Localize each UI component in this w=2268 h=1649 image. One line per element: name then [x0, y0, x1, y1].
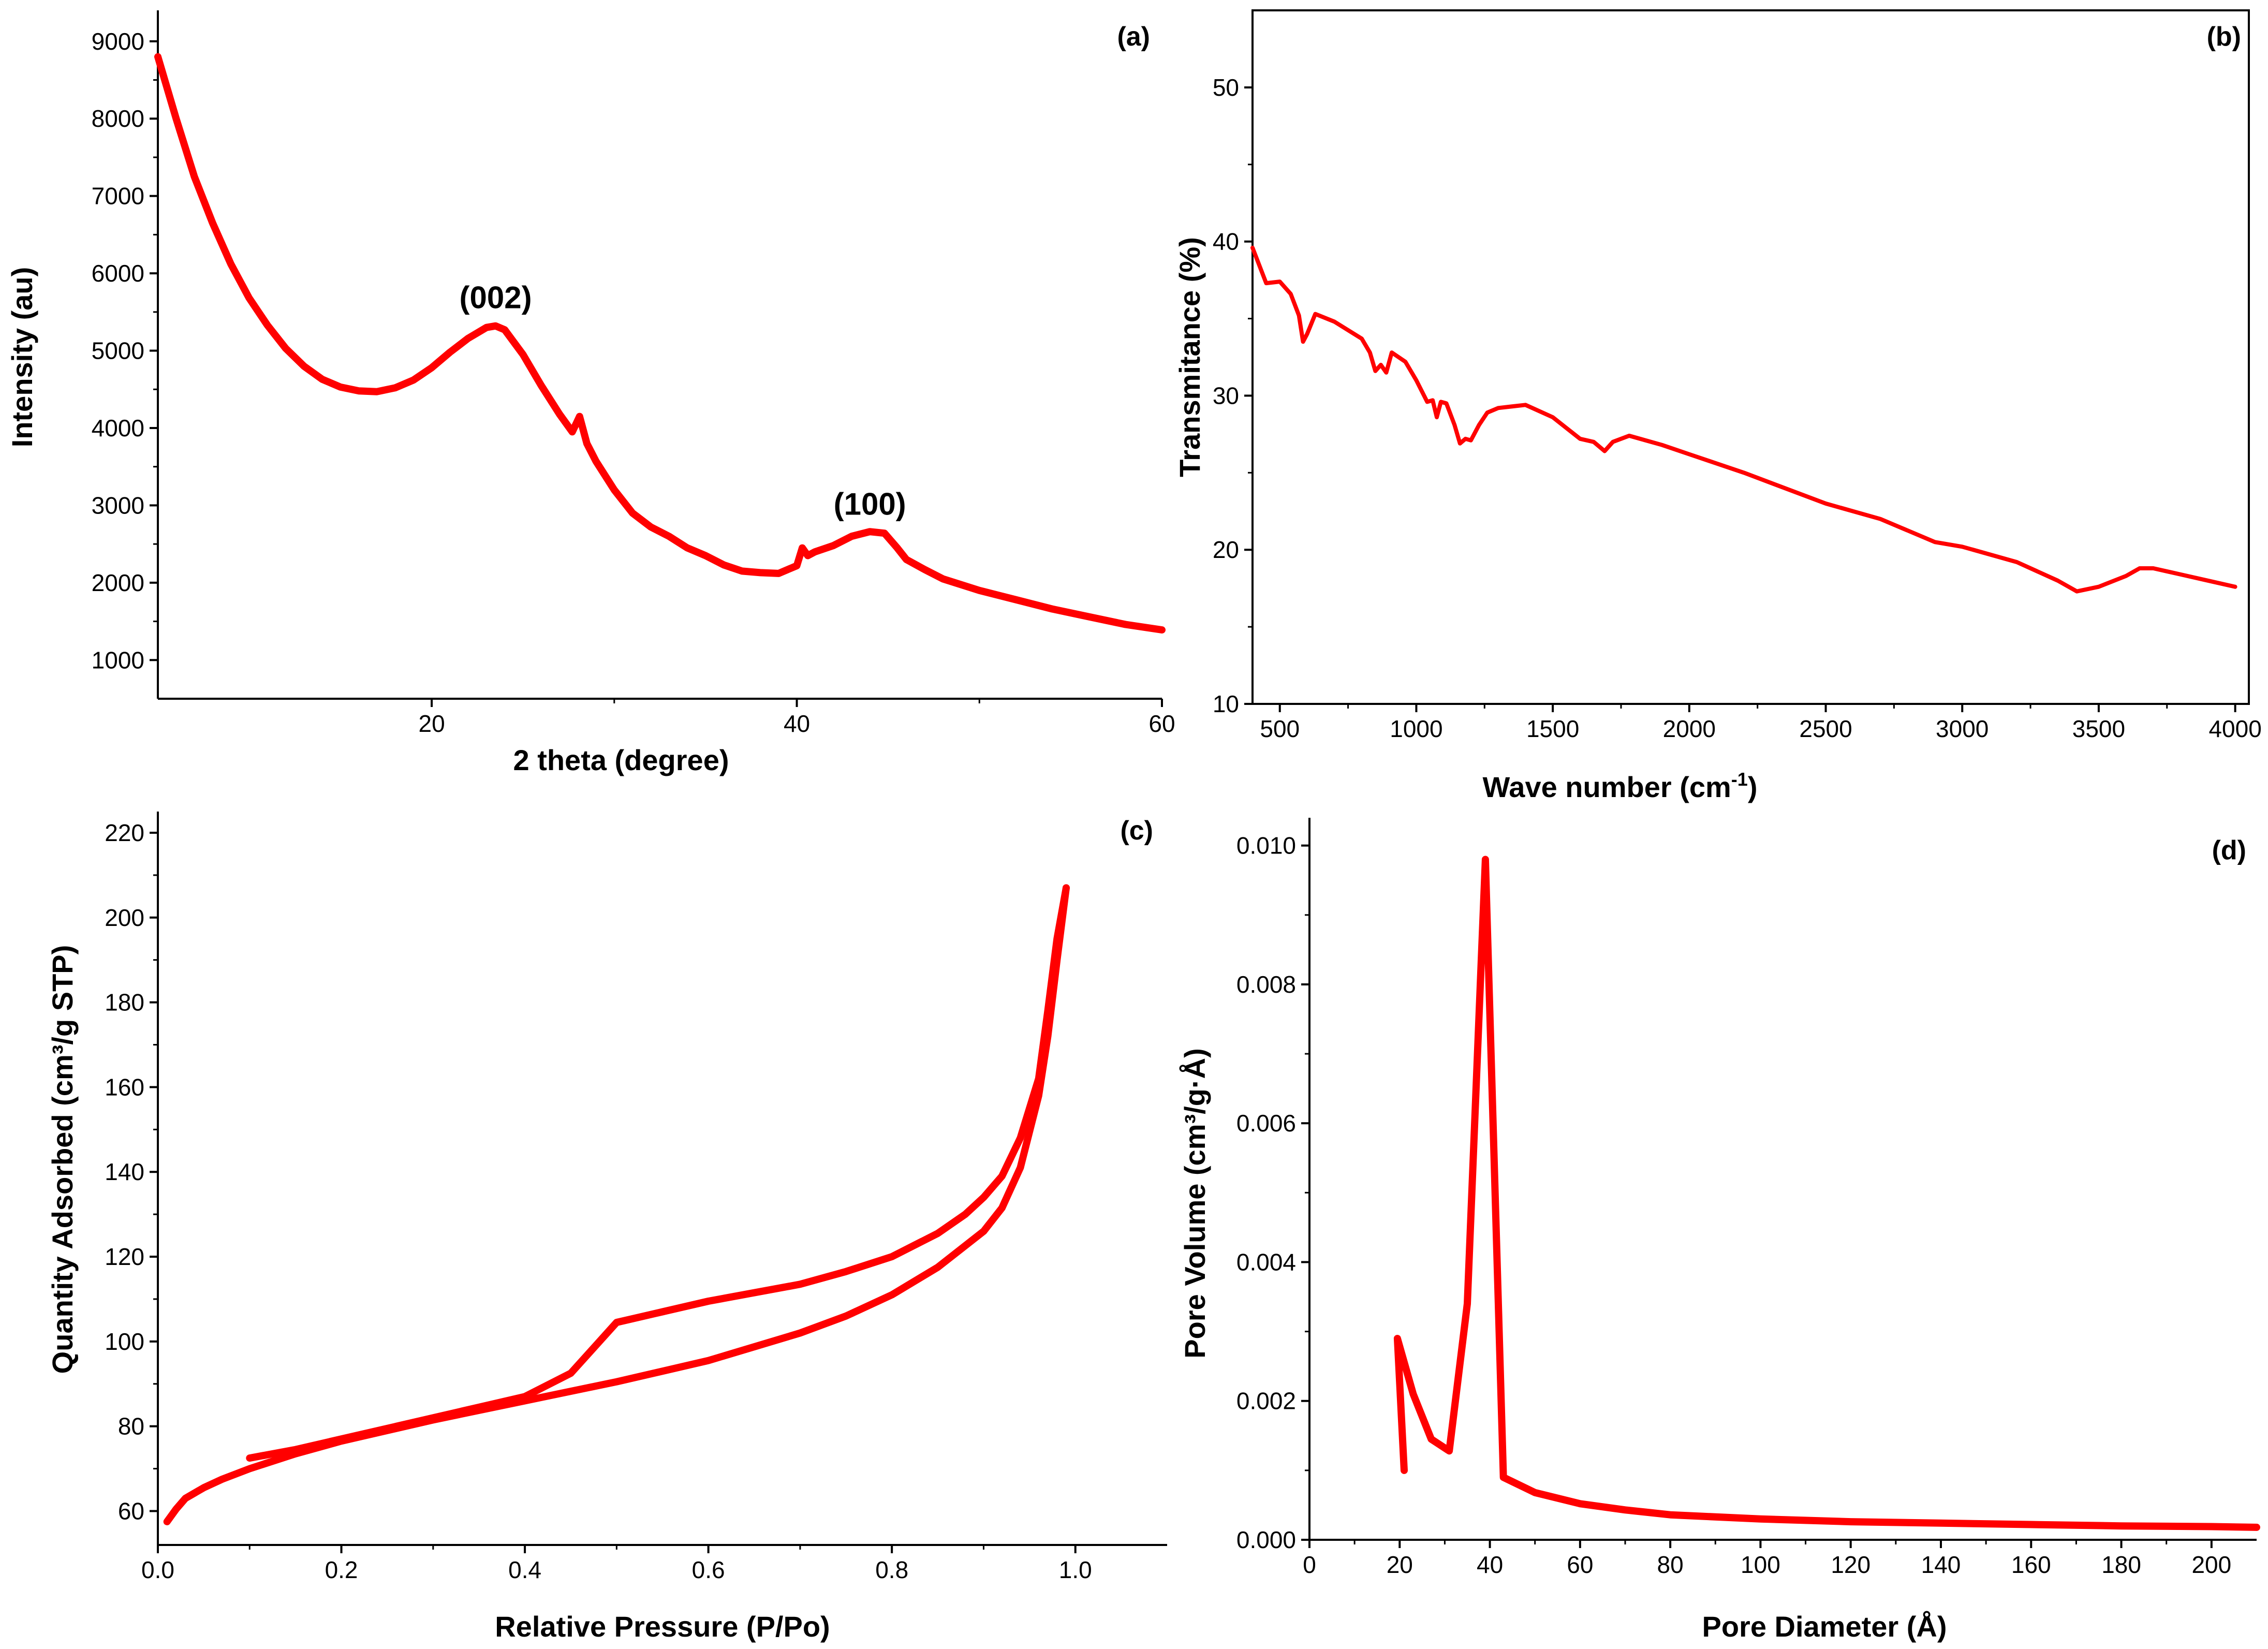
panel-a-x-axis-label: 2 theta (degree): [513, 744, 729, 776]
panel-d-series-1-line: [1393, 856, 2260, 1531]
panel-b-y-tick-label: 30: [1213, 382, 1239, 409]
panel-b-x-tick-label: 500: [1260, 715, 1300, 742]
panel-a-y-tick-label: 5000: [92, 337, 144, 364]
panel-c-x-tick-label: 0.4: [508, 1556, 541, 1583]
panel-c-y-tick-label: 60: [118, 1497, 144, 1524]
panel-b-x-tick-label: 1000: [1390, 715, 1442, 742]
panel-b-series-1-line: [1250, 245, 2237, 594]
panel-b-axes-frame: [1251, 9, 2250, 705]
panel-d: Pore Diameter (Å) Pore Volume (cm³/g·Å) …: [1179, 818, 2260, 1643]
panel-d-x-tick-label: 180: [2101, 1551, 2141, 1578]
panel-b-x-axis-label-sup: -1: [1731, 769, 1748, 790]
panel-b-x-tick-label: 3500: [2072, 715, 2125, 742]
panel-a-y-tick-label: 3000: [92, 492, 144, 519]
panel-c-y-axis-label: Quantity Adsorbed (cm³/g STP): [46, 945, 79, 1374]
panel-a-x-tick-label: 40: [784, 710, 810, 737]
panel-c: Relative Pressure (P/Po) Quantity Adsorb…: [46, 812, 1167, 1643]
panel-c-x-tick-label: 1.0: [1059, 1556, 1092, 1583]
panel-a-y-tick-label: 4000: [92, 415, 144, 441]
panel-d-y-tick-label: 0.010: [1236, 832, 1296, 859]
panel-d-x-tick-label: 60: [1567, 1551, 1593, 1578]
panel-b-x-tick-label: 3000: [1936, 715, 1989, 742]
panel-d-y-axis-label: Pore Volume (cm³/g·Å): [1179, 1048, 1211, 1358]
panel-b-x-axis-label: Wave number (cm-1): [1483, 769, 1758, 803]
panel-a-tag: (a): [1117, 22, 1150, 52]
panel-d-x-tick-label: 0: [1303, 1551, 1316, 1578]
panel-b-tag: (b): [2207, 22, 2241, 52]
panel-d-x-tick-label: 160: [2011, 1551, 2051, 1578]
panel-d-y-tick-label: 0.002: [1236, 1388, 1296, 1415]
panel-c-y-tick-label: 180: [105, 989, 144, 1016]
panel-b-x-tick-label: 2000: [1663, 715, 1716, 742]
panel-b-y-tick-label: 20: [1213, 536, 1239, 563]
panel-c-y-tick-label: 100: [105, 1328, 144, 1355]
panel-b-x-tick-label: 4000: [2208, 715, 2261, 742]
panel-b-y-axis-label: Transmitance (%): [1173, 237, 1206, 477]
panel-d-x-tick-label: 100: [1741, 1551, 1780, 1578]
panel-b-x-axis-label-main: Wave number (cm: [1483, 771, 1731, 803]
panel-c-y-tick-label: 120: [105, 1243, 144, 1270]
panel-b: Wave number (cm-1) Transmitance (%) (b) …: [1173, 9, 2262, 803]
panel-c-series-1-line: [163, 884, 1070, 1525]
panel-c-y-tick-label: 140: [105, 1158, 144, 1185]
panel-b-y-tick-label: 40: [1213, 228, 1239, 255]
panel-c-x-tick-label: 0.6: [692, 1556, 725, 1583]
panel-d-tag: (d): [2212, 835, 2246, 865]
panel-a-x-tick-label: 60: [1148, 710, 1175, 737]
panel-b-x-axis-label-end: ): [1748, 771, 1758, 803]
panel-c-y-tick-label: 200: [105, 904, 144, 931]
panel-d-x-tick-label: 200: [2191, 1551, 2231, 1578]
panel-d-y-tick-label: 0.000: [1236, 1526, 1296, 1553]
panel-d-y-tick-label: 0.006: [1236, 1110, 1296, 1137]
panel-c-series-2-line: [246, 884, 1070, 1462]
panel-a-series-1-line: [154, 53, 1166, 634]
panel-c-tag: (c): [1120, 816, 1153, 846]
panel-a-y-tick-label: 1000: [92, 646, 144, 673]
panel-a-peak-annotation: (100): [834, 487, 906, 521]
panel-c-x-tick-label: 0.0: [141, 1556, 174, 1583]
panel-a-y-tick-label: 7000: [92, 183, 144, 210]
panel-d-x-tick-label: 40: [1477, 1551, 1503, 1578]
panel-a-y-axis-label: Intensity (au): [6, 267, 38, 447]
panel-c-x-tick-label: 0.2: [325, 1556, 358, 1583]
panel-c-x-tick-label: 0.8: [875, 1556, 908, 1583]
panel-a-y-tick-label: 8000: [92, 105, 144, 132]
panel-d-x-tick-label: 120: [1831, 1551, 1871, 1578]
panel-c-y-tick-label: 160: [105, 1073, 144, 1100]
panel-b-y-tick-label: 10: [1213, 690, 1239, 717]
panel-b-x-tick-label: 2500: [1799, 715, 1852, 742]
panel-a-x-tick-label: 20: [419, 710, 445, 737]
panel-a-y-tick-label: 9000: [92, 28, 144, 55]
panel-d-x-tick-label: 140: [1921, 1551, 1961, 1578]
panel-a: 2 theta (degree) Intensity (au) (a) 20 40…: [6, 10, 1175, 776]
panel-a-y-tick-label: 2000: [92, 569, 144, 596]
panel-c-y-tick-label: 80: [118, 1413, 144, 1440]
panel-b-y-tick-label: 50: [1213, 74, 1239, 101]
panel-d-x-axis-label: Pore Diameter (Å): [1702, 1610, 1947, 1643]
panel-c-y-tick-label: 220: [105, 819, 144, 846]
panel-b-x-tick-label: 1500: [1526, 715, 1579, 742]
panel-d-y-tick-label: 0.008: [1236, 971, 1296, 998]
panel-d-x-tick-label: 80: [1657, 1551, 1684, 1578]
panel-c-x-axis-label: Relative Pressure (P/Po): [495, 1610, 830, 1643]
panel-a-peak-annotation: (002): [460, 280, 532, 315]
panel-d-x-tick-label: 20: [1387, 1551, 1413, 1578]
panel-d-y-tick-label: 0.004: [1236, 1248, 1296, 1275]
panel-a-y-tick-label: 6000: [92, 260, 144, 287]
